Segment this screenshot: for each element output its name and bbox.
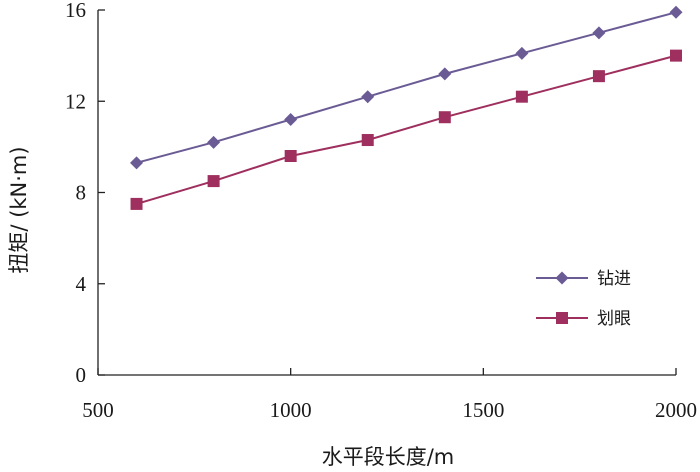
y-tick-label: 16 xyxy=(65,0,86,22)
legend-label: 钻进 xyxy=(597,269,631,289)
y-tick-label: 4 xyxy=(76,272,87,296)
x-tick-label: 2000 xyxy=(655,398,697,422)
data-point xyxy=(284,150,297,162)
data-point xyxy=(438,111,451,124)
data-point xyxy=(361,90,375,104)
data-point xyxy=(361,134,374,147)
data-point xyxy=(670,49,682,62)
x-tick-label: 1000 xyxy=(270,398,312,422)
data-point xyxy=(207,175,220,188)
data-point xyxy=(130,156,144,170)
data-point xyxy=(669,5,683,19)
data-point xyxy=(438,67,452,81)
series-layer xyxy=(130,5,683,210)
legend-marker xyxy=(555,271,569,285)
data-point xyxy=(207,135,221,149)
data-point xyxy=(284,113,298,126)
legend-label: 划眼 xyxy=(597,309,631,329)
y-axis-title: 扭矩/ (kN·m) xyxy=(7,146,31,273)
legend-marker xyxy=(556,312,568,324)
series-line-1 xyxy=(136,11,677,164)
y-ticks: 0 4 8 12 16 xyxy=(65,0,105,387)
x-tick-label: 500 xyxy=(82,398,114,422)
y-tick-label: 0 xyxy=(76,363,87,387)
data-point xyxy=(592,26,606,40)
x-axis-title: 水平段长度/m xyxy=(322,445,455,469)
axes xyxy=(97,10,676,376)
y-tick-label: 12 xyxy=(65,89,86,113)
data-point xyxy=(130,197,143,210)
data-point xyxy=(515,90,528,103)
x-tick-label: 1500 xyxy=(462,398,504,422)
x-ticks: 500 1000 1500 2000 xyxy=(82,368,697,422)
series-line-2 xyxy=(136,54,677,205)
data-point xyxy=(515,46,529,60)
data-point xyxy=(592,70,605,83)
y-tick-label: 8 xyxy=(76,181,87,205)
